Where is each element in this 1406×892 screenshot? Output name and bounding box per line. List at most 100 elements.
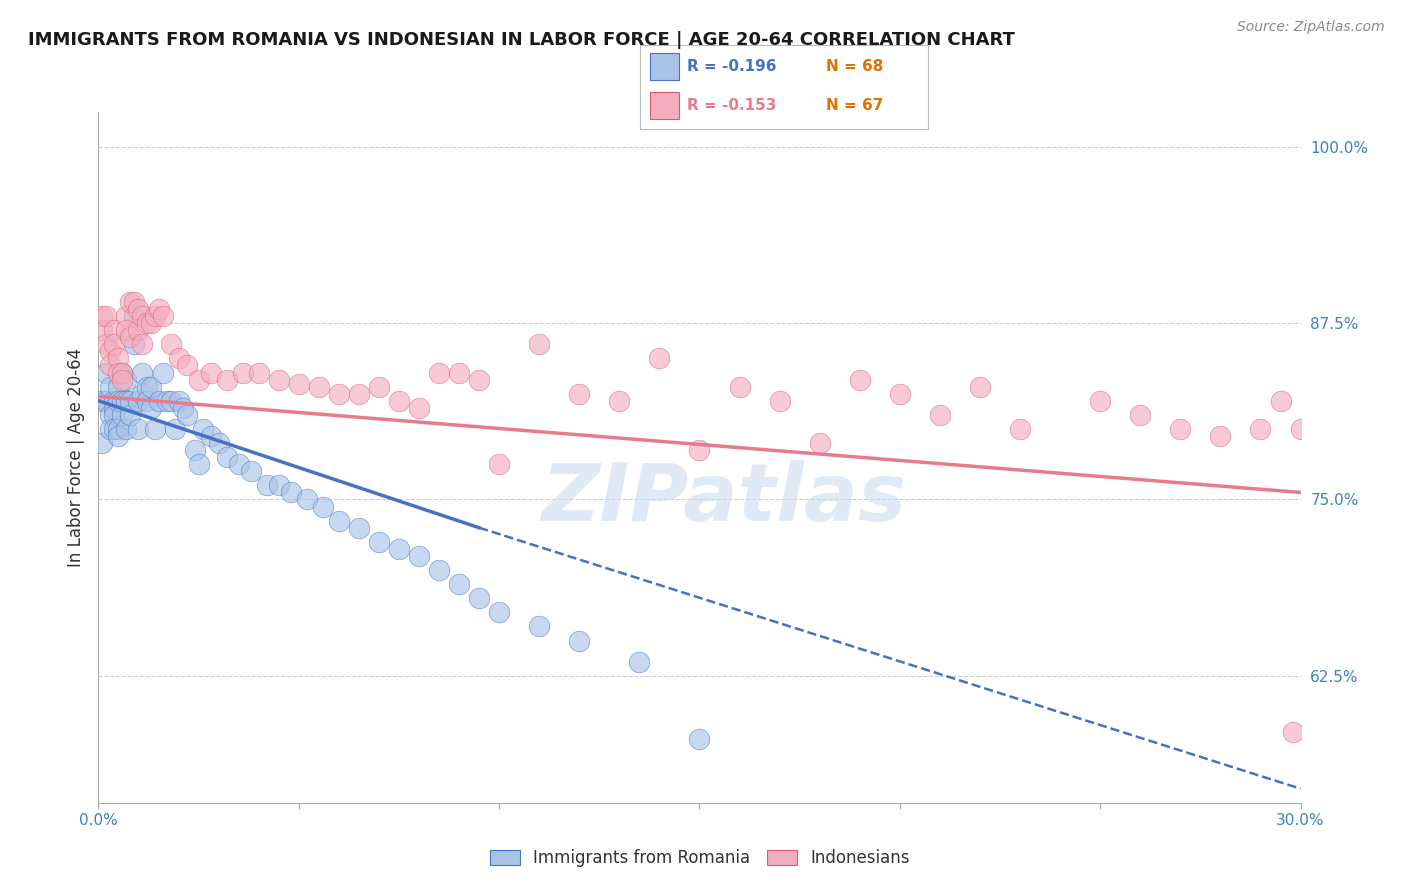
- Point: [131, 386, 153, 401]
- Point: [1270, 393, 1292, 408]
- Text: IMMIGRANTS FROM ROMANIA VS INDONESIAN IN LABOR FORCE | AGE 20-64 CORRELATION CHA: IMMIGRANTS FROM ROMANIA VS INDONESIAN IN…: [28, 31, 1015, 49]
- Point: [408, 401, 430, 415]
- Point: [312, 500, 335, 514]
- Point: [488, 457, 510, 471]
- Point: [1170, 422, 1192, 436]
- Point: [308, 379, 330, 393]
- Point: [107, 379, 129, 393]
- Point: [215, 373, 238, 387]
- Bar: [650, 54, 679, 80]
- Point: [1289, 422, 1312, 436]
- Point: [115, 422, 138, 436]
- Point: [91, 436, 114, 450]
- Bar: [650, 92, 679, 120]
- Point: [295, 492, 318, 507]
- Point: [288, 376, 311, 391]
- Text: R = -0.153: R = -0.153: [688, 98, 776, 112]
- Point: [529, 337, 551, 351]
- Point: [131, 337, 153, 351]
- Point: [200, 429, 222, 443]
- Point: [139, 401, 162, 415]
- Y-axis label: In Labor Force | Age 20-64: In Labor Force | Age 20-64: [66, 348, 84, 566]
- Point: [769, 393, 792, 408]
- Point: [139, 316, 162, 330]
- Point: [447, 577, 470, 591]
- Point: [135, 316, 157, 330]
- Point: [96, 309, 118, 323]
- Point: [328, 514, 350, 528]
- Point: [191, 422, 214, 436]
- Point: [347, 386, 370, 401]
- Point: [115, 309, 138, 323]
- Point: [120, 408, 142, 422]
- Point: [91, 309, 114, 323]
- Text: N = 67: N = 67: [825, 98, 883, 112]
- Point: [247, 366, 270, 380]
- Point: [163, 422, 186, 436]
- Point: [103, 323, 125, 337]
- Point: [111, 366, 134, 380]
- Point: [568, 386, 591, 401]
- Point: [115, 323, 138, 337]
- Point: [111, 393, 134, 408]
- Point: [107, 393, 129, 408]
- Point: [427, 563, 450, 577]
- Legend: Immigrants from Romania, Indonesians: Immigrants from Romania, Indonesians: [482, 843, 917, 874]
- Point: [115, 373, 138, 387]
- Point: [131, 309, 153, 323]
- Point: [200, 366, 222, 380]
- Point: [128, 422, 150, 436]
- Point: [849, 373, 872, 387]
- Point: [929, 408, 952, 422]
- Point: [111, 408, 134, 422]
- Point: [529, 619, 551, 633]
- Point: [128, 393, 150, 408]
- Point: [96, 393, 118, 408]
- Point: [280, 485, 302, 500]
- Point: [468, 373, 491, 387]
- Point: [388, 541, 411, 556]
- Point: [96, 337, 118, 351]
- Point: [176, 408, 198, 422]
- Point: [91, 393, 114, 408]
- Point: [267, 373, 290, 387]
- Point: [267, 478, 290, 492]
- Point: [889, 386, 911, 401]
- Point: [969, 379, 991, 393]
- Point: [96, 366, 118, 380]
- Point: [808, 436, 831, 450]
- Point: [152, 309, 174, 323]
- Point: [103, 337, 125, 351]
- Point: [120, 393, 142, 408]
- Point: [368, 379, 391, 393]
- Text: N = 68: N = 68: [825, 59, 883, 74]
- Point: [187, 457, 209, 471]
- Point: [728, 379, 751, 393]
- Point: [1209, 429, 1232, 443]
- Point: [100, 408, 122, 422]
- Point: [187, 373, 209, 387]
- Point: [124, 337, 146, 351]
- Point: [609, 393, 631, 408]
- Point: [111, 373, 134, 387]
- Point: [103, 401, 125, 415]
- Point: [100, 359, 122, 373]
- Point: [368, 534, 391, 549]
- Point: [1088, 393, 1111, 408]
- Point: [111, 366, 134, 380]
- Point: [648, 351, 671, 366]
- Point: [488, 605, 510, 619]
- Point: [115, 393, 138, 408]
- Point: [1129, 408, 1152, 422]
- Point: [427, 366, 450, 380]
- Point: [120, 295, 142, 310]
- Point: [408, 549, 430, 563]
- Point: [239, 464, 262, 478]
- Point: [107, 429, 129, 443]
- Point: [124, 309, 146, 323]
- Point: [100, 422, 122, 436]
- Point: [148, 393, 170, 408]
- Point: [143, 422, 166, 436]
- Point: [208, 436, 231, 450]
- Point: [155, 393, 177, 408]
